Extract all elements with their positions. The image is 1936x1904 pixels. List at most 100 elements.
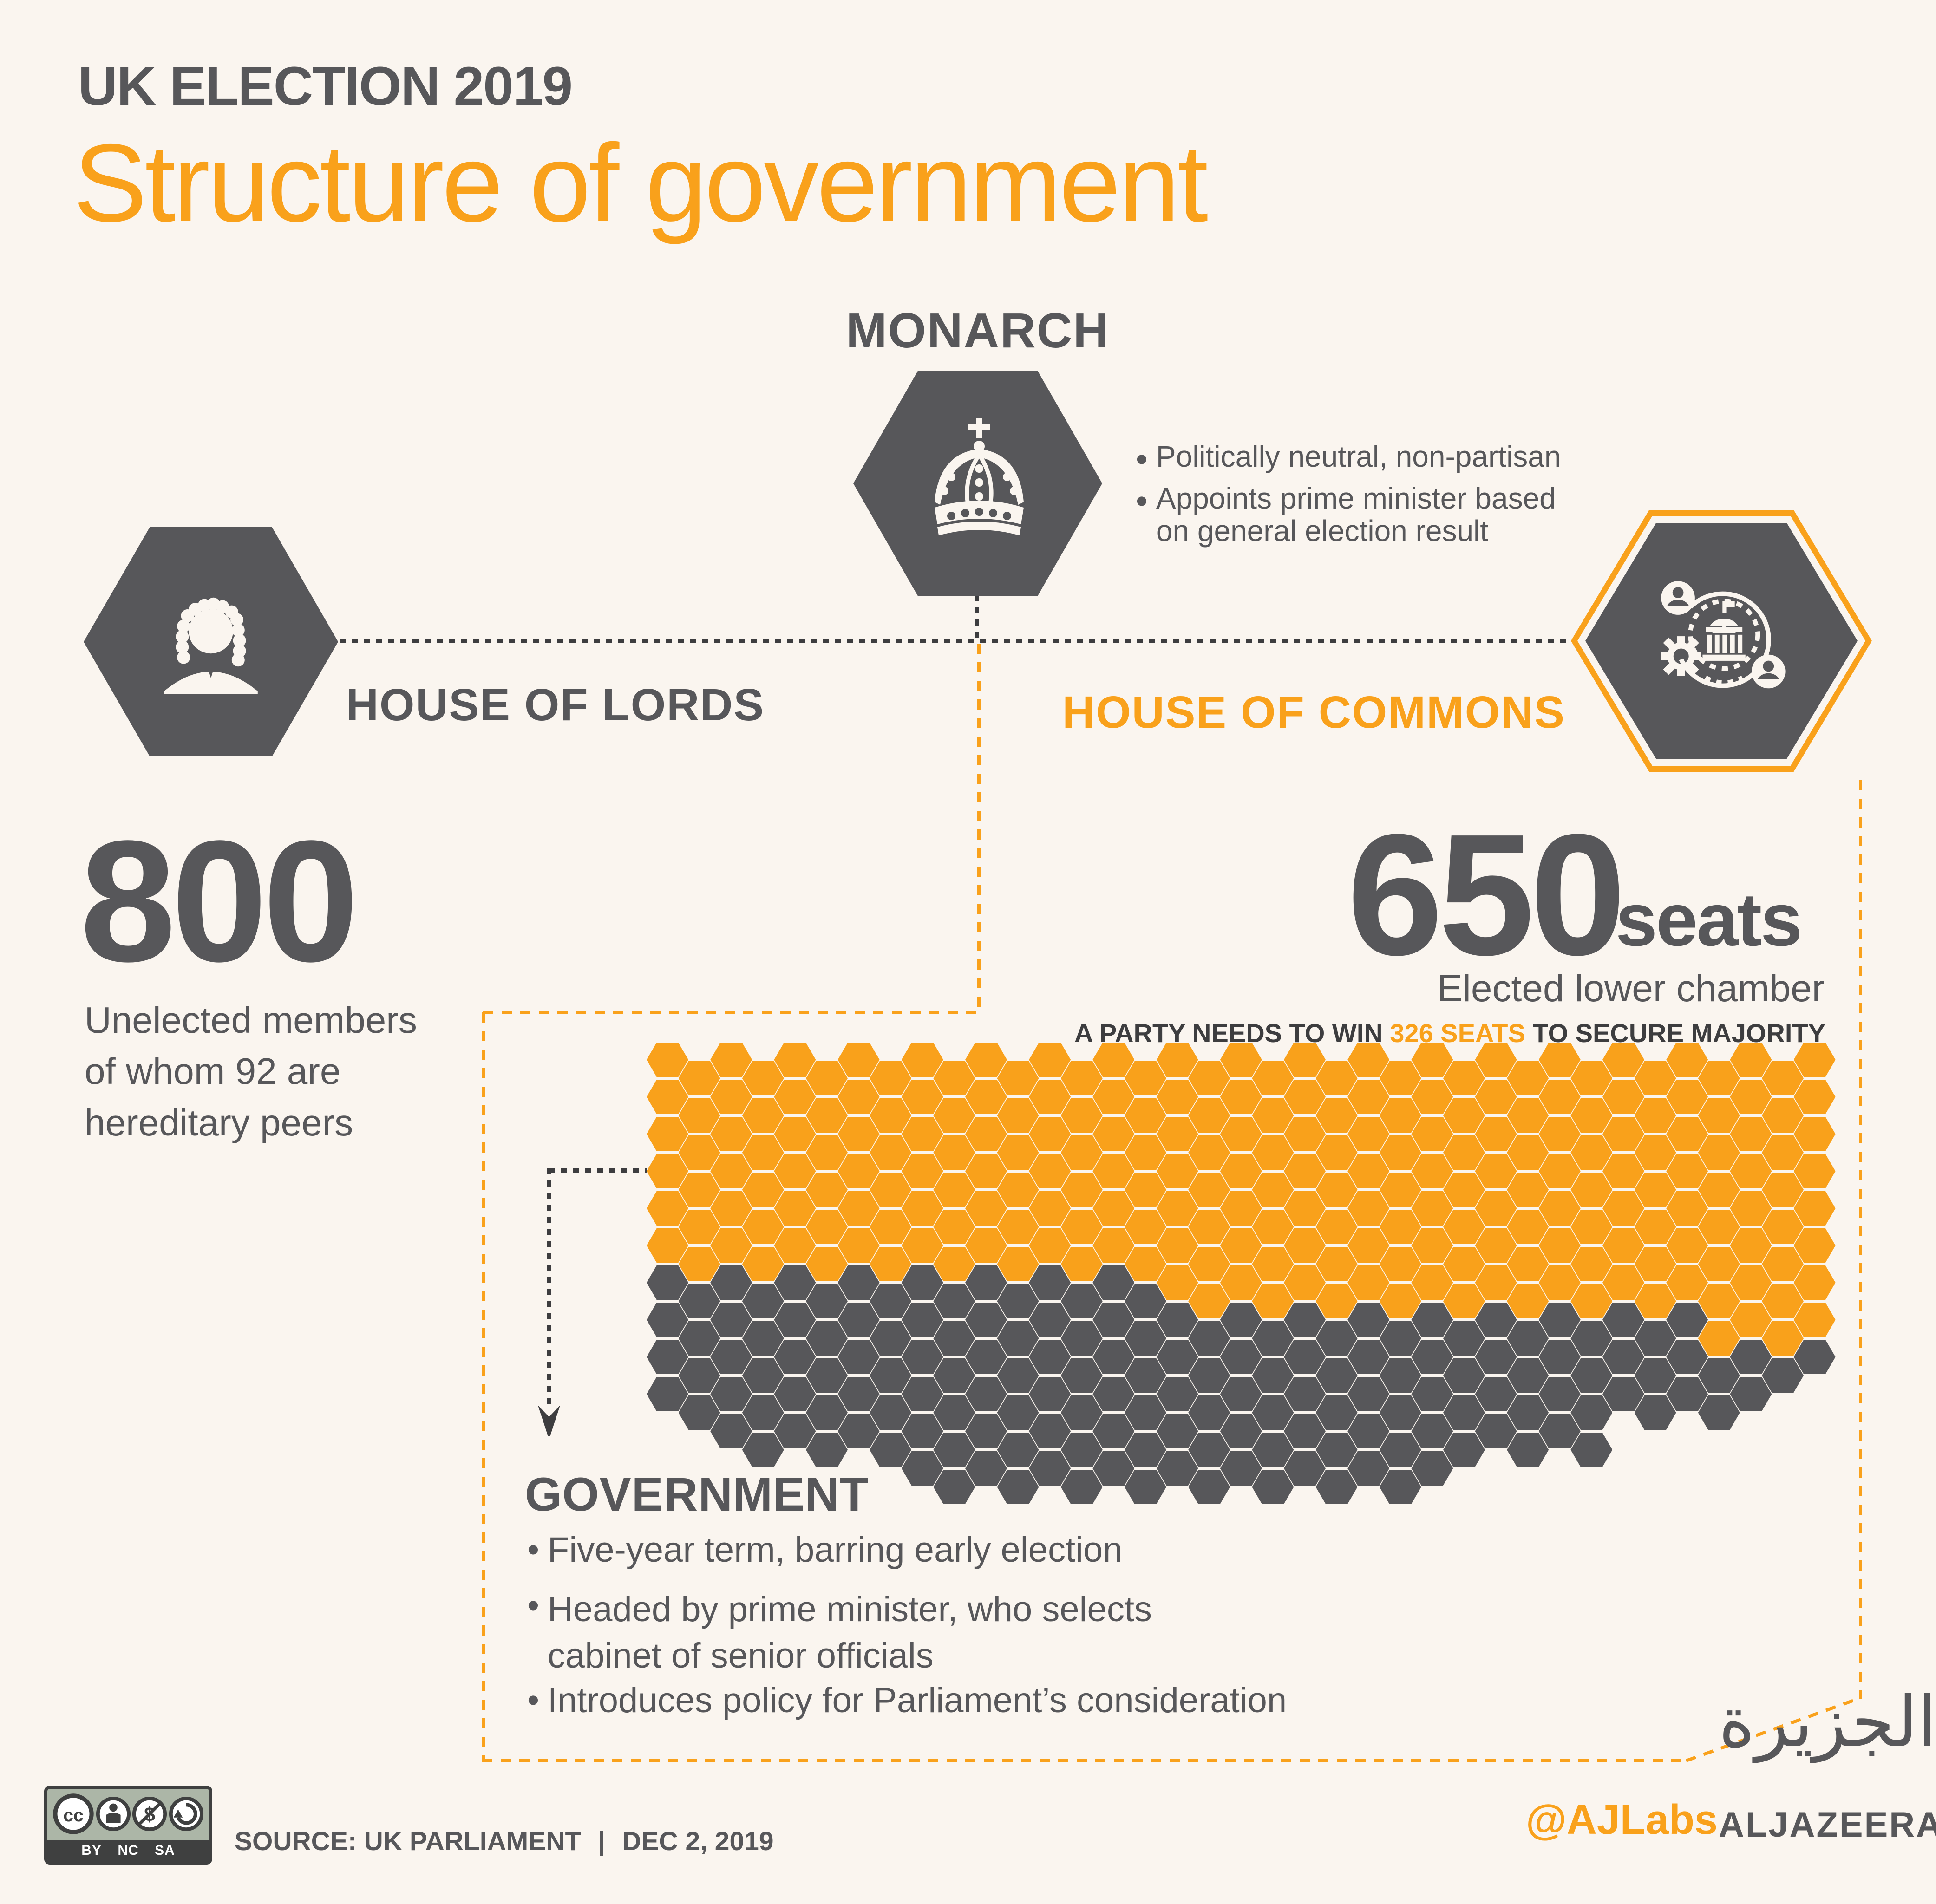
seat-hex [965,1043,1007,1077]
seat-hex [1156,1265,1198,1300]
seat-hex [1443,1061,1485,1095]
seat-hex [806,1358,848,1393]
seat-hex [1570,1358,1613,1393]
seat-hex [1666,1228,1708,1263]
seat-hex [1793,1265,1836,1300]
seat-hex [1507,1395,1549,1430]
seat-hex [774,1303,816,1337]
orange-frame-top-horizontal [483,1011,979,1014]
seat-hex [1730,1303,1772,1337]
seat-hex [1698,1135,1740,1170]
seat-hex [1730,1340,1772,1374]
seat-hex [1347,1154,1390,1188]
seat-hex [742,1173,784,1207]
seat-hex [1666,1340,1708,1374]
seat-hex [1443,1358,1485,1393]
seat-hex [1125,1470,1166,1504]
lords-number: 800 [80,804,359,998]
bullet-dot: • [527,1530,539,1569]
seat-hex [1443,1210,1485,1244]
cc-icon: cc [53,1793,94,1834]
seat-hex [837,1191,880,1226]
seat-hex [1538,1414,1581,1448]
seat-hex [1284,1303,1326,1337]
seat-hex [1634,1358,1676,1393]
seat-hex [1188,1395,1230,1430]
seat-hex [1379,1210,1421,1244]
seat-hex [837,1154,880,1188]
seat-hex [1507,1284,1549,1318]
seat-hex [678,1173,720,1207]
seat-hex [1666,1377,1708,1411]
seat-hex [1156,1451,1198,1486]
seat-hex [1252,1247,1294,1281]
seat-hex [1698,1284,1740,1318]
seat-hex [837,1303,880,1337]
seat-hex [1762,1135,1804,1170]
seat-hex [1443,1284,1485,1318]
seat-hex [1411,1303,1453,1337]
seat-hex [1252,1470,1294,1504]
seat-hex [1379,1395,1421,1430]
seat-hex [1634,1247,1676,1281]
seat-hex [1602,1191,1644,1226]
seat-hex [870,1321,912,1356]
government-bullet-1: • Five-year term, barring early election [527,1530,1123,1570]
seat-hex [1570,1321,1613,1356]
seat-hex [1634,1061,1676,1095]
seat-hex [1347,1043,1390,1077]
seat-hex [1379,1321,1421,1356]
seat-hex [1475,1154,1517,1188]
seat-hex [837,1228,880,1263]
seat-hex [965,1340,1007,1374]
seat-hex [1156,1154,1198,1188]
monarch-connector-line [975,595,979,642]
seat-hex [1060,1470,1103,1504]
seat-hex [1315,1470,1358,1504]
seat-hex [1125,1210,1166,1244]
crown-icon [935,418,1024,535]
seat-hex [997,1173,1039,1207]
lords-description: Unelected members of whom 92 are heredit… [85,999,417,1143]
seat-hex [1029,1191,1071,1226]
seat-hex [1060,1173,1103,1207]
seat-hex [1220,1451,1262,1486]
seat-hex [1284,1154,1326,1188]
ajlabs-handle[interactable]: @AJLabs [1526,1797,1718,1843]
seat-hex [1379,1173,1421,1207]
bullet-dot: • [527,1681,539,1719]
seat-hex [1570,1098,1613,1133]
seat-hex [710,1414,752,1448]
seat-hex [1538,1191,1581,1226]
seat-hex [1092,1303,1135,1337]
seat-hex [1666,1265,1708,1300]
seat-hex [997,1433,1039,1467]
seat-hex [678,1284,720,1318]
seat-hex [870,1395,912,1430]
seat-hex [647,1154,688,1188]
seat-hex [806,1173,848,1207]
seat-hex [901,1377,943,1411]
seat-hex [1315,1135,1358,1170]
seat-hex [1220,1414,1262,1448]
seat-hex [1443,1247,1485,1281]
seat-hex [1666,1043,1708,1077]
seat-hex [678,1358,720,1393]
seat-hex [901,1154,943,1188]
seat-hex [1379,1135,1421,1170]
seat-hex [1602,1154,1644,1188]
seat-hex [1060,1358,1103,1393]
seat-hex [1315,1173,1358,1207]
seat-hex [1634,1321,1676,1356]
seat-hex [1060,1247,1103,1281]
seat-hex [837,1414,880,1448]
seat-hex [647,1265,688,1300]
seat-hex [1507,1321,1549,1356]
seat-hex [678,1061,720,1095]
seat-hex [1220,1377,1262,1411]
seat-hex [1220,1228,1262,1263]
seat-hex [1284,1340,1326,1374]
seat-hex [1029,1414,1071,1448]
seat-hex [742,1098,784,1133]
seat-hex [1666,1154,1708,1188]
